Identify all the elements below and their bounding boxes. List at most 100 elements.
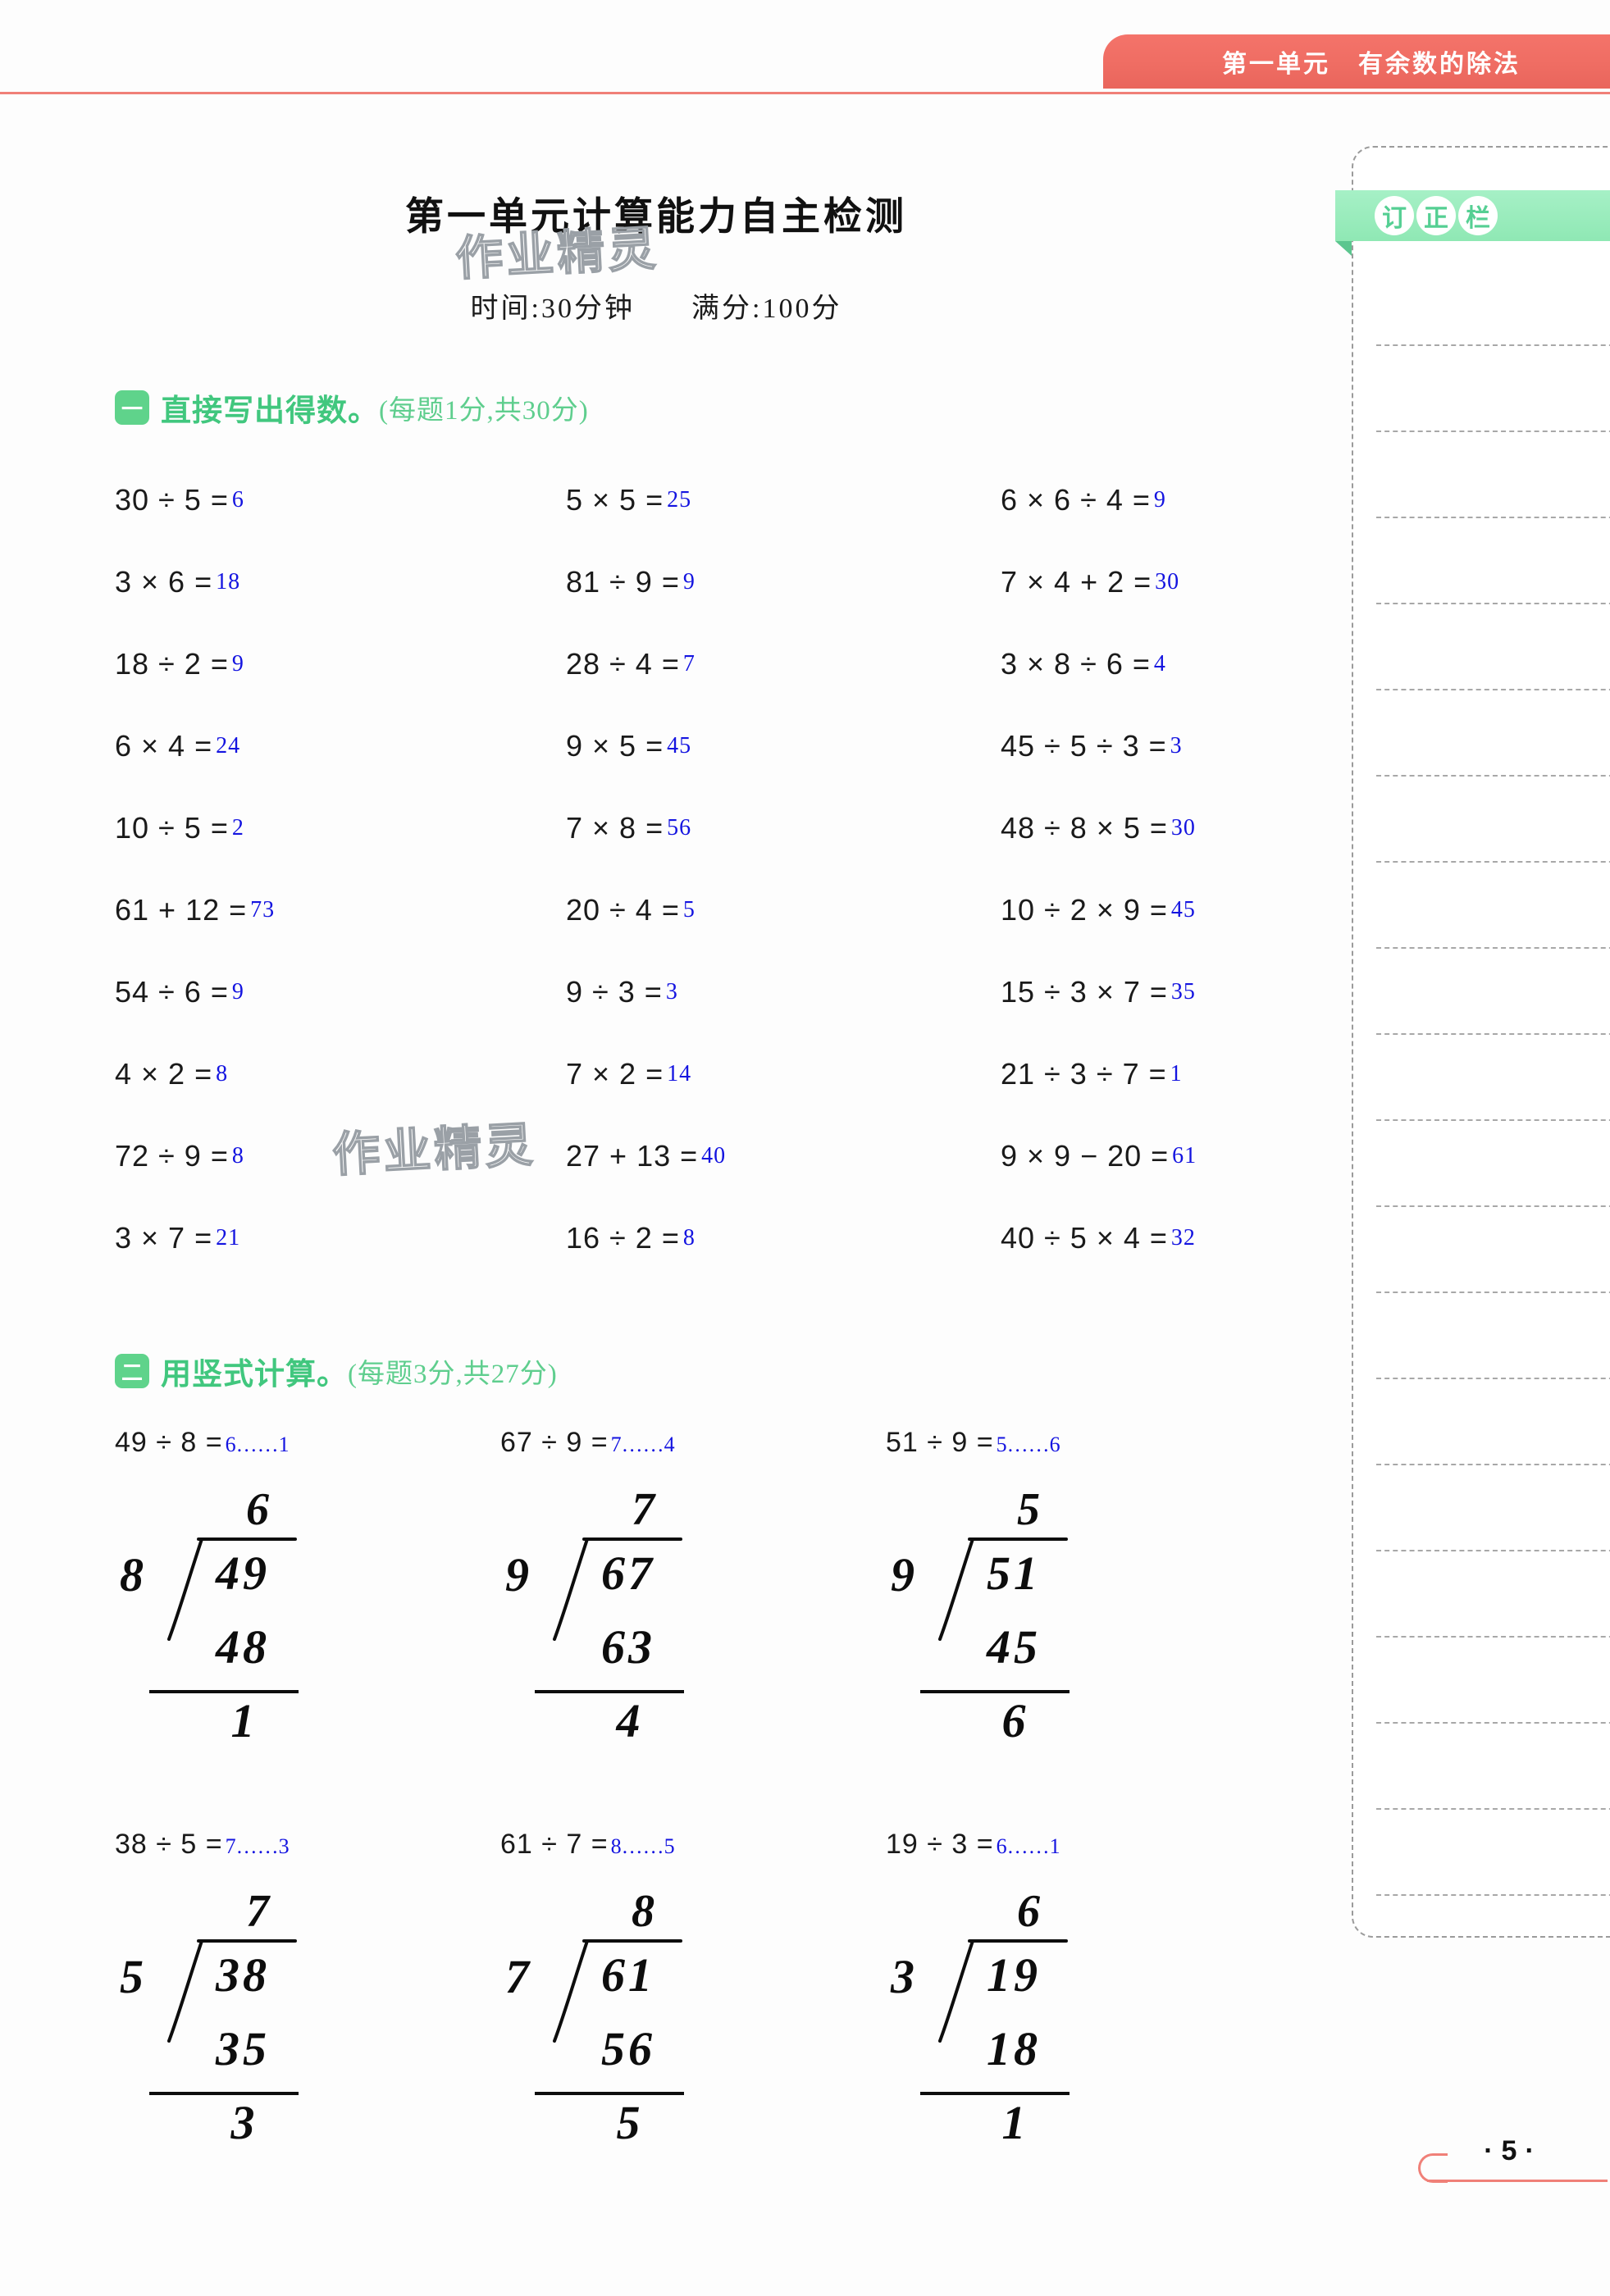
problem-answer: 30	[1170, 815, 1196, 840]
section-points-2: (每题3分,共27分)	[348, 1360, 558, 1389]
subtraction-rule	[149, 1690, 299, 1693]
problem-expression: 7 × 4 + 2 =	[1001, 565, 1152, 599]
page-dot-left: ·	[1484, 2135, 1502, 2166]
remainder: 5	[616, 2096, 641, 2149]
math-problem: 30 ÷ 5 = 6	[115, 459, 500, 541]
division-bracket-icon	[166, 1936, 297, 2043]
math-problem: 3 × 6 = 18	[115, 541, 500, 623]
quotient: 5	[1017, 1484, 1040, 1535]
problem-expression: 7 × 2 =	[566, 1057, 664, 1091]
problem-answer: 1	[1170, 1061, 1183, 1086]
quotient: 7	[632, 1484, 654, 1535]
divisor: 3	[891, 1950, 914, 2003]
section-title-2: 用竖式计算。	[161, 1358, 348, 1392]
footer-hook-decoration	[1418, 2153, 1448, 2183]
math-problem: 40 ÷ 5 × 4 = 32	[886, 1197, 1271, 1279]
long-division-problem: 67 ÷ 9 = 7……4 7 9 67 63 4	[500, 1427, 886, 1829]
math-problem: 9 × 9 − 20 = 61	[886, 1115, 1271, 1197]
problem-expression: 9 × 9 − 20 =	[1001, 1139, 1170, 1173]
long-division-problem: 38 ÷ 5 = 7……3 7 5 38 35 3	[115, 1829, 500, 2230]
problem-answer: 56	[667, 815, 692, 840]
problem-answer: 5……6	[996, 1433, 1060, 1456]
problem-expression: 20 ÷ 4 =	[566, 893, 680, 927]
problem-expression: 6 × 6 ÷ 4 =	[1001, 483, 1151, 517]
section-badge-2: 二	[115, 1354, 149, 1388]
time-limit-label: 时间:30分钟	[470, 294, 635, 324]
problem-answer: 6	[231, 487, 244, 512]
problem-answer: 40	[701, 1143, 727, 1168]
remainder: 1	[1001, 2096, 1026, 2149]
problem-answer: 3	[1170, 733, 1183, 758]
problem-answer: 32	[1170, 1225, 1196, 1250]
page-title: 第一单元计算能力自主检测	[405, 196, 907, 239]
problem-answer: 6……1	[996, 1834, 1060, 1858]
dividend: 38	[216, 1948, 270, 2002]
problem-expression: 72 ÷ 9 =	[115, 1139, 229, 1173]
problem-expression: 3 × 8 ÷ 6 =	[1001, 647, 1151, 681]
correction-rule-line	[1376, 430, 1610, 432]
math-problem: 15 ÷ 3 × 7 = 35	[886, 951, 1271, 1033]
mental-math-grid: 30 ÷ 5 = 6 5 × 5 = 25 6 × 6 ÷ 4 = 9 3 × 6 = 18 8…	[115, 459, 1271, 1279]
problem-expression: 10 ÷ 2 × 9 =	[1001, 893, 1168, 927]
math-problem: 18 ÷ 2 = 9	[115, 623, 500, 705]
division-bracket-icon	[937, 1534, 1068, 1641]
problem-expression: 48 ÷ 8 × 5 =	[1001, 811, 1168, 845]
math-problem: 7 × 2 = 14	[500, 1033, 886, 1115]
section-heading-1: 一 直接写出得数。 (每题1分,共30分)	[115, 385, 589, 430]
correction-rule-line	[1376, 603, 1610, 604]
long-division-grid: 49 ÷ 8 = 6……1 6 8 49 48 1 67 ÷ 9 = 7……4 7 9 67 63 4 51…	[115, 1427, 1271, 2230]
long-division-headline: 38 ÷ 5 = 7……3	[115, 1829, 500, 1861]
long-division-headline: 19 ÷ 3 = 6……1	[886, 1829, 1271, 1861]
subtrahend: 45	[987, 1620, 1041, 1674]
correction-rule-line	[1376, 1722, 1610, 1724]
divisor: 8	[120, 1548, 144, 1601]
problem-expression: 18 ÷ 2 =	[115, 647, 229, 681]
problem-expression: 67 ÷ 9 =	[500, 1427, 609, 1458]
subtraction-rule	[535, 1690, 684, 1693]
problem-answer: 14	[667, 1061, 692, 1086]
math-problem: 4 × 2 = 8	[115, 1033, 500, 1115]
math-problem: 28 ÷ 4 = 7	[500, 623, 886, 705]
divisor: 9	[505, 1548, 529, 1601]
quotient: 6	[1017, 1886, 1040, 1937]
problem-answer: 2	[231, 815, 244, 840]
math-problem: 6 × 4 = 24	[115, 705, 500, 787]
problem-expression: 61 ÷ 7 =	[500, 1829, 609, 1860]
problem-answer: 45	[1170, 897, 1196, 922]
long-division-work: 6 8 49 48 1	[115, 1483, 303, 1803]
correction-rule-line	[1376, 1119, 1610, 1121]
section-points-1: (每题1分,共30分)	[379, 396, 589, 426]
correction-label-char: 订	[1375, 196, 1414, 235]
subtrahend: 63	[601, 1620, 655, 1674]
problem-expression: 10 ÷ 5 =	[115, 811, 229, 845]
math-problem: 10 ÷ 5 = 2	[115, 787, 500, 869]
math-problem: 7 × 8 = 56	[500, 787, 886, 869]
problem-expression: 9 × 5 =	[566, 729, 664, 763]
long-division-headline: 49 ÷ 8 = 6……1	[115, 1427, 500, 1459]
math-problem: 9 ÷ 3 = 3	[500, 951, 886, 1033]
problem-expression: 40 ÷ 5 × 4 =	[1001, 1221, 1168, 1255]
correction-label-char: 栏	[1458, 196, 1498, 235]
header-divider	[0, 92, 1610, 94]
problem-answer: 8	[682, 1225, 696, 1250]
problem-answer: 9	[1153, 487, 1166, 512]
problem-expression: 21 ÷ 3 ÷ 7 =	[1001, 1057, 1167, 1091]
math-problem: 81 ÷ 9 = 9	[500, 541, 886, 623]
unit-banner: 第一单元 有余数的除法	[1103, 34, 1610, 89]
section-badge-1: 一	[115, 390, 149, 425]
problem-expression: 19 ÷ 3 =	[886, 1829, 994, 1860]
math-problem: 27 + 13 = 40	[500, 1115, 886, 1197]
dividend: 67	[601, 1547, 655, 1600]
problem-expression: 28 ÷ 4 =	[566, 647, 680, 681]
problem-expression: 16 ÷ 2 =	[566, 1221, 680, 1255]
correction-panel-ribbon: 订正栏	[1335, 190, 1610, 241]
quotient: 8	[632, 1886, 654, 1937]
problem-answer: 30	[1155, 569, 1180, 594]
correction-panel	[1352, 146, 1610, 1938]
problem-expression: 61 + 12 =	[115, 893, 248, 927]
correction-rule-line	[1376, 775, 1610, 777]
problem-answer: 45	[667, 733, 692, 758]
problem-expression: 51 ÷ 9 =	[886, 1427, 994, 1458]
subtraction-rule	[535, 2092, 684, 2095]
problem-expression: 38 ÷ 5 =	[115, 1829, 223, 1860]
